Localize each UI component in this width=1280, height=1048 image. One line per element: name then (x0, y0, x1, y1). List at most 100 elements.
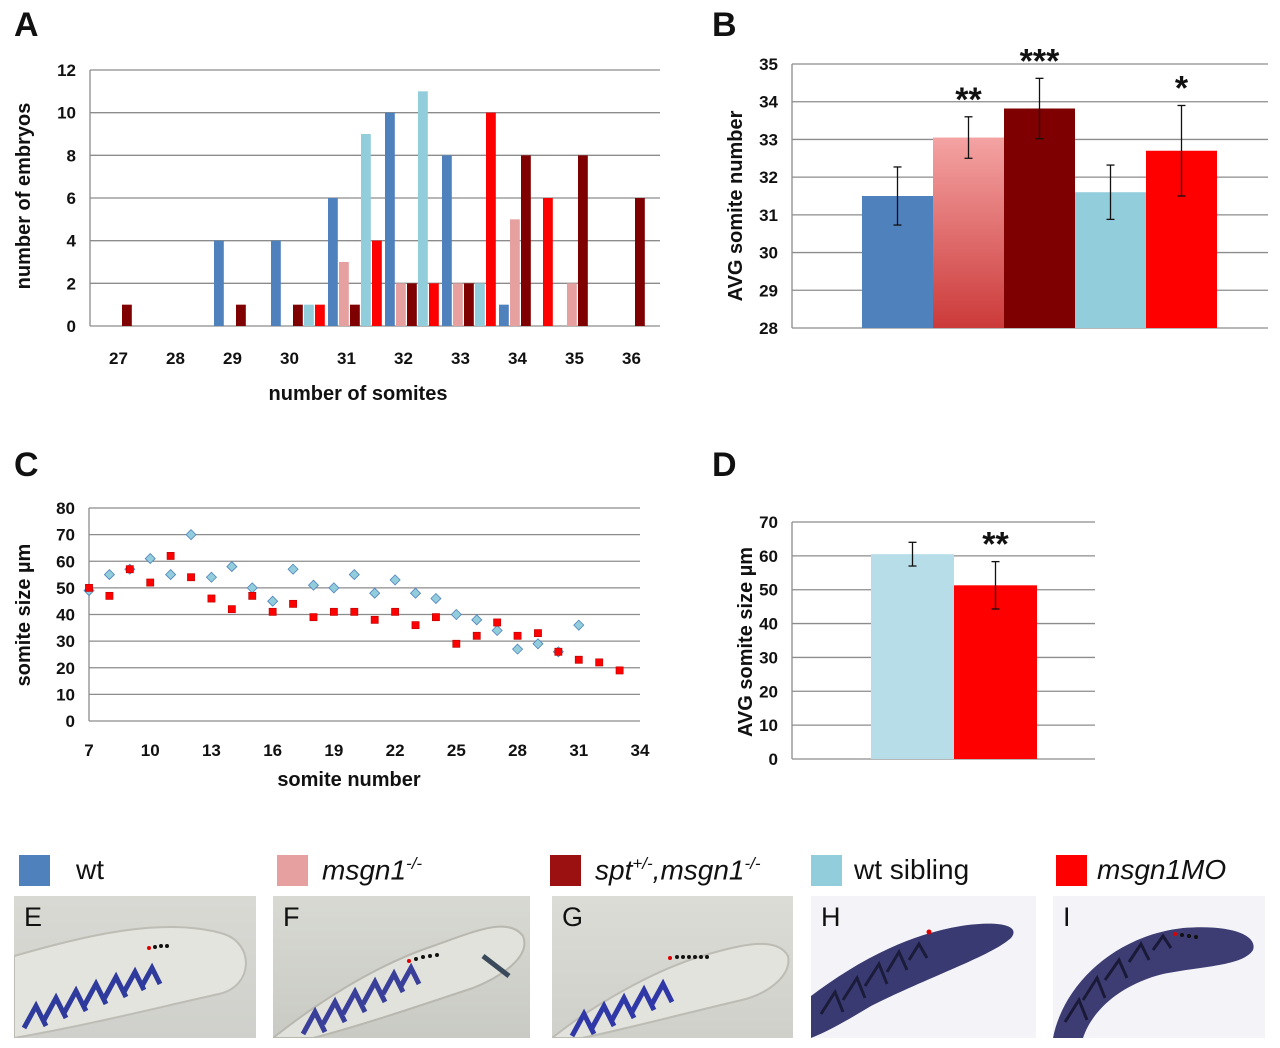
photo-letter-h: H (821, 902, 841, 932)
y-tick-label: 70 (759, 513, 778, 532)
point-wt-sibling (165, 568, 177, 581)
y-tick-label: 31 (759, 206, 778, 225)
photo-panel-e: E (14, 896, 256, 1038)
x-tick-label: 7 (84, 741, 93, 760)
y-tick-label: 20 (56, 659, 75, 678)
x-tick-label: 33 (451, 349, 470, 368)
photo-panel-f: F (273, 896, 530, 1038)
y-tick-label: 40 (759, 615, 778, 634)
photo-panel-i: I (1053, 896, 1265, 1038)
photo-letter-f: F (283, 902, 300, 932)
bar-msgn1MO-34 (543, 198, 553, 326)
y-tick-label: 28 (759, 319, 778, 338)
legend-item-wt-sibling: wt sibling (811, 850, 969, 890)
x-tick-label: 19 (324, 741, 343, 760)
point-msgn1mo (370, 615, 379, 624)
point-msgn1mo (411, 621, 420, 630)
y-tick-label: 0 (66, 712, 75, 731)
embryo-tail-image-e (14, 925, 247, 1038)
x-tick-label: 10 (141, 741, 160, 760)
bar-wt-31 (328, 198, 338, 326)
y-tick-label: 70 (56, 526, 75, 545)
point-msgn1mo (227, 605, 236, 614)
y-tick-label: 50 (759, 581, 778, 600)
x-tick-label: 22 (386, 741, 405, 760)
panel-letter-c: C (14, 446, 39, 484)
y-tick-label: 34 (759, 93, 778, 112)
legend-item-spt-msgn1: spt+/-,msgn1-/- (550, 850, 761, 890)
y-tick-label: 20 (759, 682, 778, 701)
legend-swatch-msgn1mo (1056, 854, 1087, 886)
chart-c-somite-size-scatter: somite size µm somite number 0 10 20 30 40 50… (13, 499, 650, 791)
y-tick-label: 0 (67, 317, 76, 336)
y-tick-label: 50 (56, 579, 75, 598)
point-wt-sibling (471, 614, 483, 626)
bar-spt-msgn1-36 (635, 198, 645, 326)
bar-wt-33 (442, 155, 452, 326)
embryo-tail-image-i (1053, 927, 1254, 1038)
bar-msgn1-32 (396, 283, 406, 326)
point-wt-sibling (491, 624, 503, 637)
bar-wt-30 (271, 240, 281, 326)
bar-msgn1-31 (339, 262, 349, 326)
y-tick-label: 10 (57, 104, 76, 123)
x-tick-label: 28 (166, 349, 185, 368)
embryo-tail-image-h (811, 923, 1014, 1038)
legend-item-msgn1mo: msgn1MO (1056, 850, 1226, 890)
x-tick-label: 31 (337, 349, 356, 368)
chart-a-ylabel: number of embryos (13, 103, 35, 290)
panel-letter-d: D (712, 446, 737, 484)
y-tick-label: 32 (759, 168, 778, 187)
chart-d-avg-somite-size: AVG somite size µm 0 10 20 30 40 50 60 70 ** (735, 513, 1095, 769)
legend-label-spt-msgn1-name: ,msgn1 (652, 854, 745, 886)
x-tick-label: 29 (223, 349, 242, 368)
bar-msgn1MO-31 (372, 240, 382, 326)
bar-spt-msgn1-31 (350, 304, 360, 326)
point-wt-sibling (144, 553, 156, 565)
x-tick-label: 34 (631, 741, 650, 760)
point-msgn1mo (452, 639, 461, 648)
legend: wt msgn1-/- spt+/-,msgn1-/- wt sibling m… (0, 850, 1280, 890)
legend-label-msgn1: msgn1-/- (322, 854, 422, 886)
point-msgn1mo (289, 599, 297, 608)
point-msgn1mo (248, 591, 257, 600)
point-msgn1mo (350, 607, 359, 616)
y-tick-label: 29 (759, 281, 778, 300)
point-msgn1mo (554, 647, 563, 656)
bar-wt-sibling-30 (304, 304, 314, 326)
y-tick-label: 10 (759, 716, 778, 735)
legend-label-msgn1-sup: -/- (406, 853, 423, 873)
point-msgn1mo (105, 591, 114, 600)
y-tick-label: 8 (67, 146, 76, 165)
point-msgn1mo (187, 573, 195, 582)
bar-msgn1-33 (453, 283, 463, 326)
bar-spt-msgn1-27 (122, 304, 132, 326)
legend-label-msgn1mo: msgn1MO (1097, 854, 1227, 885)
photo-panel-h: H (811, 896, 1036, 1038)
significance-mark: * (1175, 69, 1189, 107)
chart-a-xlabel: number of somites (269, 383, 448, 405)
x-tick-label: 34 (508, 349, 527, 368)
point-wt-sibling (185, 529, 197, 541)
bar-msgn1 (933, 137, 1004, 328)
figure-svg: A B C D number of embryos number of somi… (13, 6, 1268, 791)
bar-msgn1MO-32 (429, 283, 439, 326)
point-wt-sibling (430, 592, 442, 605)
bar-wt-sibling (871, 554, 954, 759)
point-msgn1mo (391, 607, 400, 616)
x-tick-label: 28 (508, 741, 527, 760)
point-wt-sibling (409, 587, 422, 599)
bar-spt-msgn1 (1004, 108, 1075, 328)
point-msgn1mo (574, 655, 583, 664)
bar-wt-29 (214, 240, 224, 326)
y-tick-label: 12 (57, 61, 76, 80)
point-wt-sibling (226, 561, 238, 573)
bar-spt-msgn1-35 (578, 155, 588, 326)
point-msgn1mo (329, 607, 338, 616)
point-wt-sibling (307, 579, 320, 591)
bar-spt-msgn1-33 (464, 283, 474, 326)
point-wt-sibling (267, 595, 279, 607)
y-tick-label: 80 (56, 499, 75, 518)
point-wt-sibling (287, 563, 299, 575)
